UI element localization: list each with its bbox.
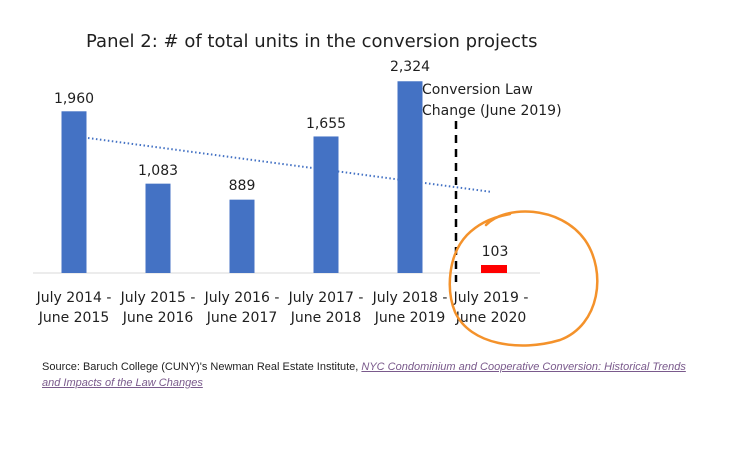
bar-4 — [313, 136, 339, 273]
data-label-2: 1,083 — [138, 163, 178, 179]
source-prefix: Source: Baruch College (CUNY)'s Newman R… — [42, 361, 362, 373]
data-label-6: 103 — [482, 244, 509, 260]
source-link[interactable]: NYC Condominium and Cooperative Conversi… — [42, 361, 686, 389]
highlight-circle — [448, 210, 599, 347]
chart-title: Panel 2: # of total units in the convers… — [86, 31, 537, 52]
tick-label-1-line-2: June 2015 — [38, 310, 110, 326]
tick-label-6-line-2: June 2020 — [455, 310, 527, 326]
tick-label-2-line-1: July 2015 - — [120, 290, 196, 306]
bar-6 — [481, 265, 507, 273]
source-note: Source: Baruch College (CUNY)'s Newman R… — [42, 359, 702, 391]
tick-label-5-line-1: July 2018 - — [372, 290, 448, 306]
data-label-3: 889 — [229, 178, 256, 194]
annotation-line-2: Change (June 2019) — [422, 103, 562, 119]
tick-label-2-line-2: June 2016 — [122, 310, 194, 326]
tick-label-3-line-2: June 2017 — [206, 310, 278, 326]
data-label-5: 2,324 — [390, 59, 430, 75]
tick-label-1-line-1: July 2014 - — [36, 290, 112, 306]
bar-5 — [397, 81, 423, 274]
tick-label-3-line-1: July 2016 - — [204, 290, 280, 306]
annotation-line-1: Conversion Law — [422, 82, 533, 98]
bar-2 — [145, 183, 171, 273]
tick-label-4-line-1: July 2017 - — [288, 290, 364, 306]
tick-label-4-line-2: June 2018 — [290, 310, 362, 326]
tick-label-5-line-2: June 2019 — [374, 310, 446, 326]
data-label-4: 1,655 — [306, 116, 346, 132]
bar-1 — [61, 111, 87, 273]
bar-3 — [229, 199, 255, 273]
data-label-1: 1,960 — [54, 91, 94, 107]
tick-label-6-line-1: July 2019 - — [453, 290, 529, 306]
